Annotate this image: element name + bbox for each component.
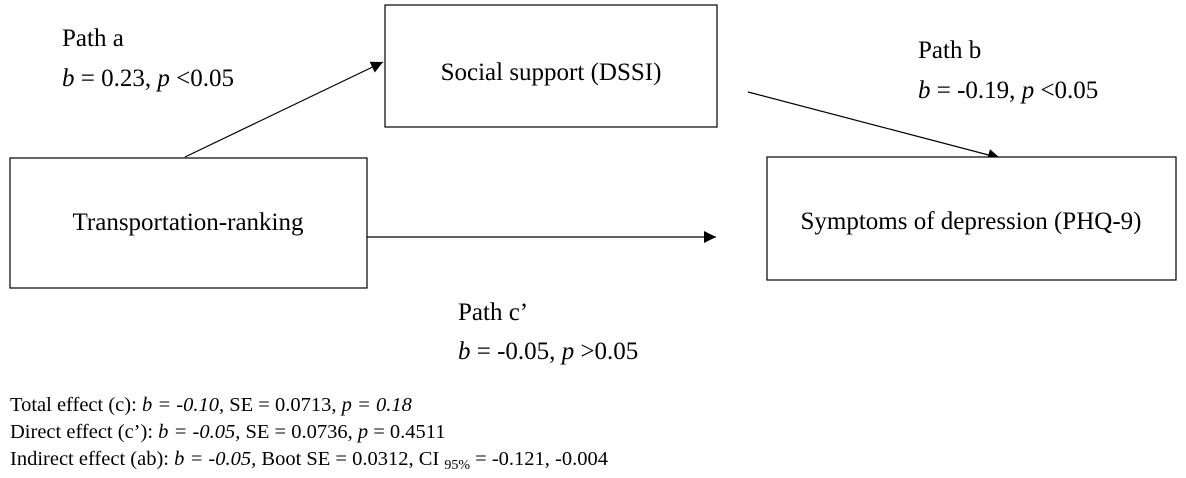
node-label: Social support (DSSI) bbox=[441, 59, 662, 86]
text-part: b bbox=[62, 65, 75, 92]
node-label: Transportation-ranking bbox=[73, 209, 304, 236]
text-part: b bbox=[918, 77, 931, 104]
node-box bbox=[9, 157, 368, 289]
text-part: Total effect (c): bbox=[10, 394, 142, 416]
text-part: >0.05 bbox=[574, 338, 638, 365]
path-label: Path a bbox=[62, 25, 124, 52]
text-part: = -0.05, bbox=[471, 338, 562, 365]
path-stat: b = -0.05, p >0.05 bbox=[458, 338, 638, 365]
text-part: = 0.4511 bbox=[368, 421, 445, 443]
text-part: p = 0.18 bbox=[340, 394, 413, 416]
path-label: Path c’ bbox=[458, 299, 528, 326]
text-part: Direct effect (c’): bbox=[10, 421, 158, 443]
text-part: p bbox=[155, 65, 170, 92]
text-part: b = -0.10, bbox=[142, 394, 224, 416]
path-stat: b = -0.19, p <0.05 bbox=[918, 77, 1098, 104]
text-part: Boot SE = 0.0312, CI bbox=[256, 448, 444, 470]
effect-line: Indirect effect (ab): b = -0.05, Boot SE… bbox=[10, 448, 608, 473]
text-part: b = -0.05, bbox=[158, 421, 240, 443]
text-part: p bbox=[356, 421, 368, 443]
node-box bbox=[766, 156, 1177, 281]
node-label: Symptoms of depression (PHQ-9) bbox=[801, 208, 1142, 235]
effect-line: Direct effect (c’): b = -0.05, SE = 0.07… bbox=[10, 421, 446, 443]
text-part: = 0.23, bbox=[75, 65, 158, 92]
text-part: SE = 0.0713, bbox=[224, 394, 342, 416]
effect-line: Total effect (c): b = -0.10, SE = 0.0713… bbox=[10, 394, 413, 416]
arrow-b bbox=[747, 91, 1001, 161]
node-box bbox=[384, 4, 718, 128]
text-part: <0.05 bbox=[170, 65, 234, 92]
text-part: b bbox=[458, 338, 471, 365]
text-part: = -0.19, bbox=[931, 77, 1022, 104]
text-part: = -0.121, -0.004 bbox=[470, 448, 608, 470]
text-part: p bbox=[1020, 77, 1035, 104]
arrow-a bbox=[184, 61, 384, 158]
text-part: b = -0.05, bbox=[174, 448, 256, 470]
path-stat: b = 0.23, p <0.05 bbox=[62, 65, 234, 92]
text-part: <0.05 bbox=[1034, 77, 1098, 104]
text-part: 95% bbox=[444, 458, 470, 473]
text-part: p bbox=[560, 338, 575, 365]
text-part: Indirect effect (ab): bbox=[10, 448, 174, 470]
text-part: SE = 0.0736, bbox=[240, 421, 358, 443]
path-label: Path b bbox=[918, 37, 981, 64]
